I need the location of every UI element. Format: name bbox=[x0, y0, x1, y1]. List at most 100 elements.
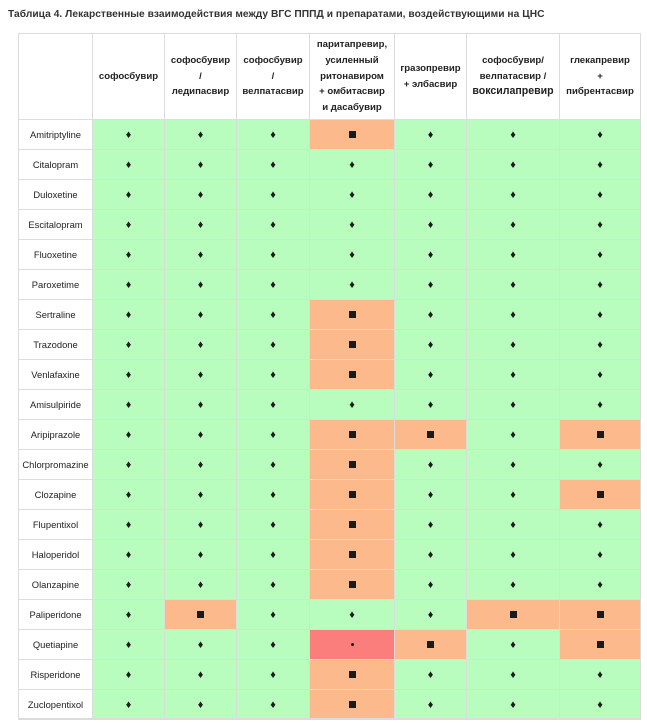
diamond-icon: ♦ bbox=[427, 458, 434, 471]
diamond-icon: ♦ bbox=[125, 128, 132, 141]
diamond-icon: ♦ bbox=[510, 668, 516, 681]
interaction-cell: ♦ bbox=[92, 479, 165, 510]
interaction-cell: ♦ bbox=[164, 239, 237, 270]
table-row: Haloperidol ♦ ♦ ♦ ♦ ♦ ♦ bbox=[18, 539, 641, 570]
diamond-icon: ♦ bbox=[427, 218, 434, 231]
interaction-cell: ♦ bbox=[466, 359, 560, 390]
diamond-icon: ♦ bbox=[597, 278, 603, 291]
diamond-icon: ♦ bbox=[427, 398, 434, 411]
diamond-icon: ♦ bbox=[597, 668, 603, 681]
interaction-cell: ♦ bbox=[236, 359, 310, 390]
drug-name: Amitriptyline bbox=[18, 119, 93, 150]
diamond-icon: ♦ bbox=[597, 398, 603, 411]
diamond-icon: ♦ bbox=[197, 458, 204, 471]
interaction-cell bbox=[466, 599, 560, 630]
diamond-icon: ♦ bbox=[125, 218, 132, 231]
diamond-icon: ♦ bbox=[427, 488, 434, 501]
interaction-cell: ♦ bbox=[559, 389, 641, 420]
interaction-cell: ♦ bbox=[559, 269, 641, 300]
diamond-icon: ♦ bbox=[270, 548, 276, 561]
diamond-icon: ♦ bbox=[427, 128, 434, 141]
diamond-icon: ♦ bbox=[270, 488, 276, 501]
drug-name: Flupentixol bbox=[18, 509, 93, 540]
interaction-cell: ♦ bbox=[92, 599, 165, 630]
interaction-cell: ♦ bbox=[466, 539, 560, 570]
diamond-icon: ♦ bbox=[197, 638, 204, 651]
interaction-cell bbox=[309, 569, 395, 600]
diamond-icon: ♦ bbox=[125, 608, 132, 621]
interaction-cell: ♦ bbox=[92, 119, 165, 150]
diamond-icon: ♦ bbox=[597, 158, 603, 171]
interaction-cell: ♦ bbox=[236, 599, 310, 630]
diamond-icon: ♦ bbox=[349, 608, 355, 621]
square-icon bbox=[348, 521, 356, 529]
drug-name: Venlafaxine bbox=[18, 359, 93, 390]
interaction-cell bbox=[164, 599, 237, 630]
interaction-cell: ♦ bbox=[394, 569, 467, 600]
column-header-line: софосбувир bbox=[98, 70, 159, 82]
interaction-cell: ♦ bbox=[92, 239, 165, 270]
interaction-cell bbox=[309, 359, 395, 390]
interaction-cell: ♦ bbox=[466, 269, 560, 300]
interaction-cell: ♦ bbox=[466, 119, 560, 150]
square-icon bbox=[348, 491, 356, 499]
diamond-icon: ♦ bbox=[270, 578, 276, 591]
drug-name: Escitalopram bbox=[18, 209, 93, 240]
diamond-icon: ♦ bbox=[125, 248, 132, 261]
diamond-icon: ♦ bbox=[270, 398, 276, 411]
interaction-cell: ♦ bbox=[236, 449, 310, 480]
diamond-icon: ♦ bbox=[197, 428, 204, 441]
diamond-icon: ♦ bbox=[125, 308, 132, 321]
diamond-icon: ♦ bbox=[510, 368, 516, 381]
diamond-icon: ♦ bbox=[427, 308, 434, 321]
diamond-icon: ♦ bbox=[427, 698, 434, 711]
bottom-divider bbox=[18, 718, 640, 719]
diamond-icon: ♦ bbox=[597, 518, 603, 531]
diamond-icon: ♦ bbox=[125, 368, 132, 381]
drug-name: Duloxetine bbox=[18, 179, 93, 210]
interaction-cell: ♦ bbox=[236, 629, 310, 660]
diamond-icon: ♦ bbox=[427, 278, 434, 291]
table-row: Paliperidone ♦ ♦ ♦ ♦ bbox=[18, 599, 641, 630]
interaction-cell: ♦ bbox=[559, 299, 641, 330]
diamond-icon: ♦ bbox=[427, 548, 434, 561]
interaction-cell: ♦ bbox=[92, 359, 165, 390]
diamond-icon: ♦ bbox=[125, 398, 132, 411]
interaction-cell: ♦ bbox=[92, 419, 165, 450]
interaction-cell: ♦ bbox=[559, 209, 641, 240]
diamond-icon: ♦ bbox=[125, 338, 132, 351]
interaction-cell: ♦ bbox=[164, 269, 237, 300]
column-header: гразопревир + элбасвир bbox=[394, 33, 467, 120]
interaction-cell bbox=[309, 629, 395, 660]
diamond-icon: ♦ bbox=[427, 338, 434, 351]
diamond-icon: ♦ bbox=[125, 668, 132, 681]
interaction-cell: ♦ bbox=[92, 449, 165, 480]
column-header-line: велпатасвир bbox=[242, 86, 304, 98]
diamond-icon: ♦ bbox=[597, 128, 603, 141]
interaction-cell: ♦ bbox=[164, 659, 237, 690]
interaction-cell: ♦ bbox=[92, 149, 165, 180]
interaction-cell: ♦ bbox=[394, 119, 467, 150]
drug-name: Paroxetime bbox=[18, 269, 93, 300]
diamond-icon: ♦ bbox=[427, 188, 434, 201]
interaction-cell: ♦ bbox=[394, 239, 467, 270]
diamond-icon: ♦ bbox=[510, 638, 516, 651]
interaction-cell: ♦ bbox=[236, 569, 310, 600]
drug-name: Aripiprazole bbox=[18, 419, 93, 450]
column-header-line: + bbox=[597, 70, 603, 82]
drug-name: Risperidone bbox=[18, 659, 93, 690]
square-icon bbox=[348, 371, 356, 379]
interaction-cell: ♦ bbox=[466, 479, 560, 510]
interaction-cell bbox=[394, 419, 467, 450]
table-row: Aripiprazole ♦ ♦ ♦ ♦ bbox=[18, 419, 641, 450]
interaction-cell: ♦ bbox=[394, 389, 467, 420]
diamond-icon: ♦ bbox=[197, 158, 204, 171]
drug-name: Olanzapine bbox=[18, 569, 93, 600]
table-row: Escitalopram ♦ ♦ ♦ ♦ ♦ ♦ ♦ bbox=[18, 209, 641, 240]
interaction-cell: ♦ bbox=[236, 329, 310, 360]
drug-name: Zuclopentixol bbox=[18, 689, 93, 720]
diamond-icon: ♦ bbox=[197, 188, 204, 201]
interaction-cell: ♦ bbox=[164, 149, 237, 180]
interaction-cell: ♦ bbox=[164, 389, 237, 420]
interaction-cell: ♦ bbox=[559, 539, 641, 570]
